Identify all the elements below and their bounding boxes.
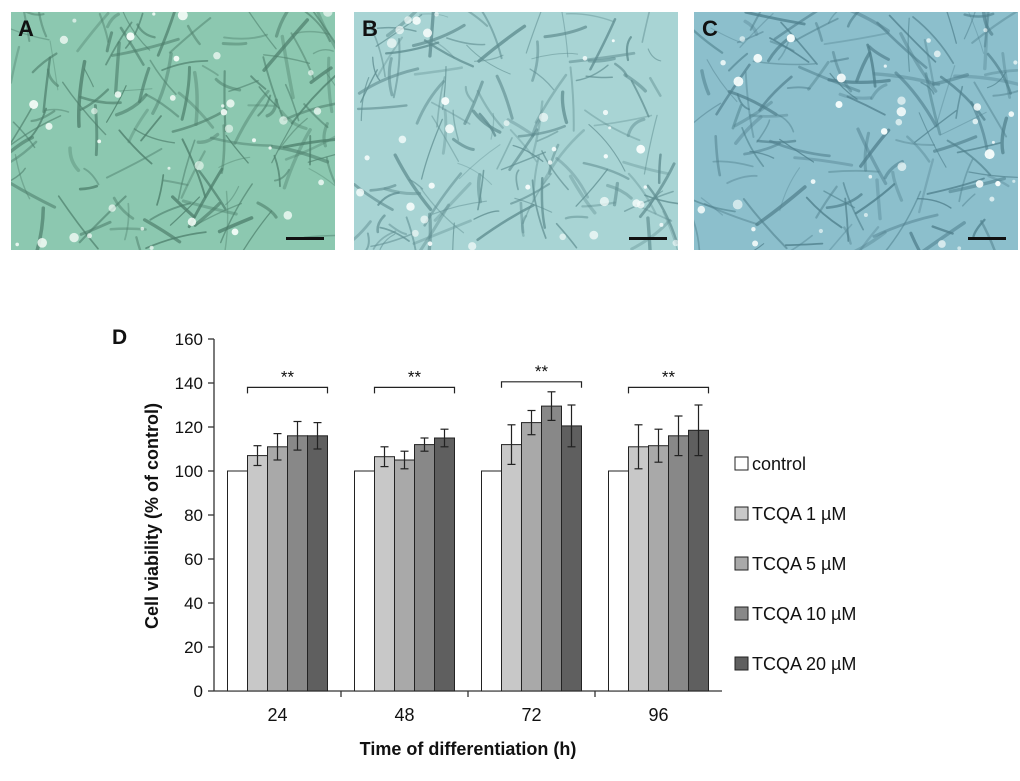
significance-bracket (500, 381, 583, 388)
scale-bar-c (968, 237, 1006, 240)
bar (688, 429, 709, 692)
legend-label: TCQA 5 µM (752, 554, 846, 574)
x-tick-label: 72 (521, 705, 541, 725)
legend-swatch (734, 556, 749, 571)
legend-swatch (734, 656, 749, 671)
bar (561, 425, 582, 692)
bar (307, 435, 328, 692)
bar (628, 446, 649, 692)
bar (481, 470, 502, 692)
x-tick-label: 48 (394, 705, 414, 725)
bar (648, 445, 669, 692)
significance-bracket (246, 386, 329, 394)
panel-label-d: D (112, 326, 127, 349)
y-tick-label: 100 (175, 462, 203, 481)
micrograph-b (354, 12, 678, 250)
micrograph-a-image (11, 12, 335, 250)
micrograph-b-image (354, 12, 678, 250)
scale-bar-a (286, 237, 324, 240)
significance-label: ** (662, 367, 676, 386)
micrograph-c (694, 12, 1018, 250)
bar (414, 444, 435, 692)
significance-label: ** (408, 367, 422, 386)
significance-bracket (627, 386, 710, 394)
bar (668, 435, 689, 692)
y-tick-label: 20 (184, 638, 203, 657)
y-tick-label: 60 (184, 550, 203, 569)
x-tick-label: 96 (648, 705, 668, 725)
significance-bracket (373, 386, 456, 394)
y-axis-label: Cell viability (% of control) (142, 403, 162, 629)
bar (267, 446, 288, 692)
legend-label: TCQA 10 µM (752, 604, 856, 624)
bar (541, 405, 562, 692)
y-tick-label: 140 (175, 374, 203, 393)
panel-label-a: A (18, 16, 34, 41)
chart-plot-area: 0 20 40 60 80 100 120 140 160 24 ** 48 ** 72 ** 96 ** (175, 330, 722, 725)
micrograph-c-image (694, 12, 1018, 250)
legend-swatch (734, 606, 749, 621)
chart-legend: control TCQA 1 µM TCQA 5 µM TCQA 10 µM TCQA … (734, 454, 856, 674)
bar (287, 435, 308, 692)
significance-label: ** (281, 367, 295, 386)
x-axis-label: Time of differentiation (h) (360, 739, 577, 759)
panel-label-c: C (702, 16, 718, 41)
y-tick-label: 160 (175, 330, 203, 349)
y-tick-label: 40 (184, 594, 203, 613)
legend-label: control (752, 454, 806, 474)
micrograph-a (11, 12, 335, 250)
bar (227, 470, 248, 692)
bar (354, 470, 375, 692)
legend-label: TCQA 1 µM (752, 504, 846, 524)
legend-label: TCQA 20 µM (752, 654, 856, 674)
bar (394, 459, 415, 692)
bar (434, 437, 455, 692)
bar (501, 444, 522, 692)
bar (521, 422, 542, 692)
panel-label-b: B (362, 16, 378, 41)
legend-swatch (734, 456, 749, 471)
bar (247, 455, 268, 692)
legend-swatch (734, 506, 749, 521)
x-tick-label: 24 (267, 705, 287, 725)
scale-bar-b (629, 237, 667, 240)
y-tick-label: 120 (175, 418, 203, 437)
y-tick-label: 80 (184, 506, 203, 525)
bar (374, 456, 395, 692)
y-tick-label: 0 (194, 682, 203, 701)
bar (608, 470, 629, 692)
significance-label: ** (535, 362, 549, 381)
